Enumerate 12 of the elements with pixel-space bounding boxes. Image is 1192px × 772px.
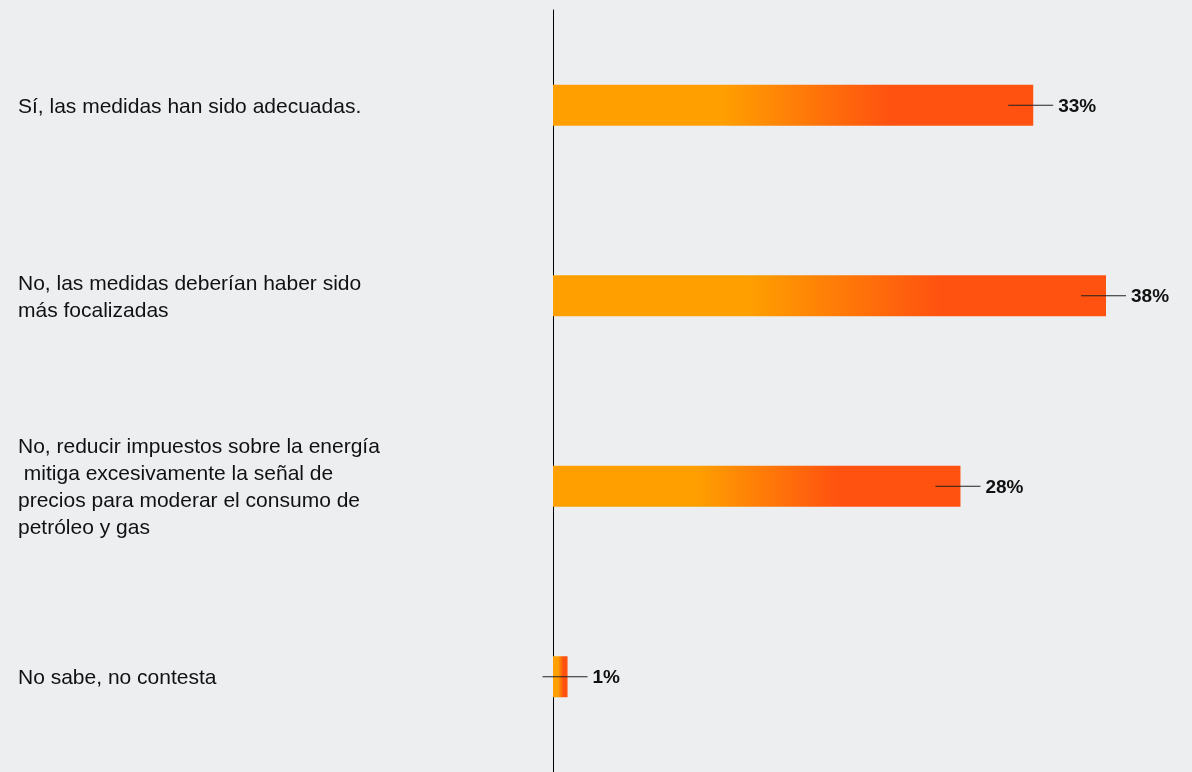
y-tick-label: Sí, las medidas han sido adecuadas. [18, 93, 362, 117]
y-tick-label: No, las medidas deberían haber sido más focalizadas [18, 270, 368, 321]
bar [553, 465, 961, 507]
data-label: 1% [592, 666, 621, 688]
y-tick-label: No sabe, no contesta [18, 665, 217, 689]
data-label: 28% [985, 475, 1024, 497]
y-tick-label: No, reducir impuestos sobre la energía mitiga excesivamente la señal de precios para moderar el consumo de petróleo y gas [18, 434, 381, 539]
data-label: 38% [1131, 285, 1170, 307]
bar [553, 275, 1106, 317]
bar [553, 656, 568, 698]
data-label: 33% [1058, 94, 1097, 116]
bar [553, 84, 1034, 126]
